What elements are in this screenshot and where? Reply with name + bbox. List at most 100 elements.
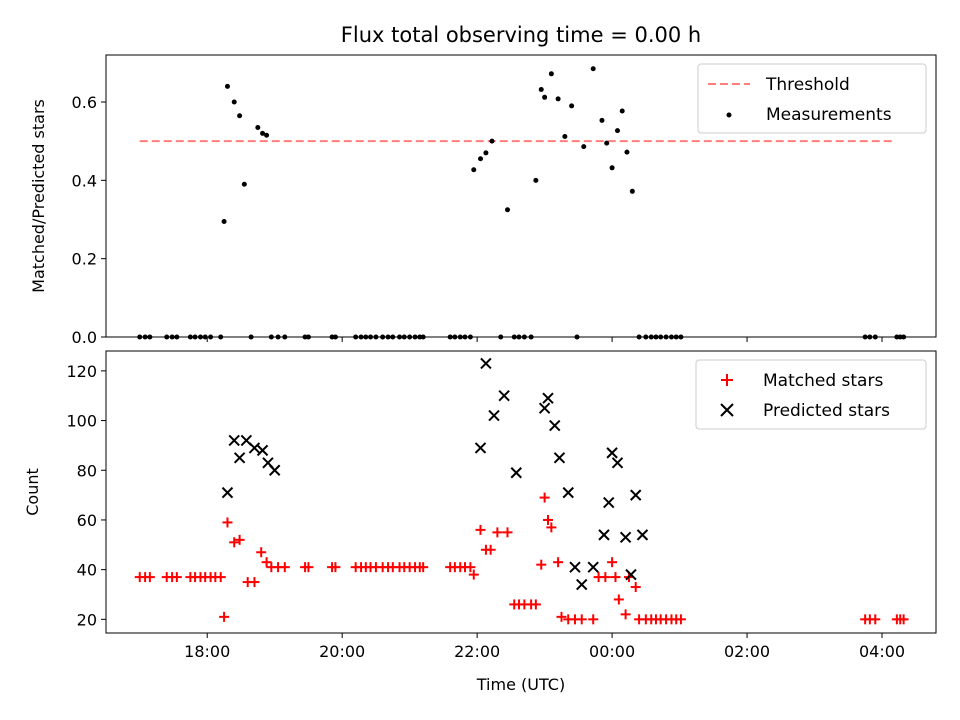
count-legend: Matched stars Predicted stars (695, 359, 927, 430)
predicted-stars-point-b (606, 447, 618, 459)
predicted-stars-point (498, 390, 510, 402)
matched-stars-point (279, 562, 290, 573)
predicted-stars-point (636, 529, 649, 541)
matched-stars-point (418, 562, 429, 573)
ratio-legend-box (697, 63, 927, 134)
predicted-stars-point (603, 496, 615, 509)
predicted-stars-point (630, 489, 642, 501)
y-tick-label: 0.6 (72, 93, 97, 112)
predicted-stars-point-b (498, 390, 510, 402)
predicted-stars-point-b (598, 529, 610, 541)
predicted-stars-point-b (553, 452, 566, 464)
predicted-stars-point-b (248, 442, 261, 454)
legend-measurements-label: Measurements (766, 105, 892, 125)
measurement-point (483, 150, 489, 156)
matched-stars-point (613, 594, 624, 605)
predicted-stars-point-b (268, 464, 281, 476)
measurement-point (260, 130, 266, 136)
predicted-stars-point-b (262, 457, 274, 469)
count-plot-area (134, 357, 909, 625)
matched-stars-point (530, 599, 541, 610)
x-tick-label: 20:00 (319, 642, 365, 661)
measurement-point (224, 83, 230, 89)
predicted-stars-point-b (625, 568, 637, 581)
y-tick-label: 0.4 (72, 171, 97, 190)
predicted-stars-point (542, 392, 554, 404)
measurement-point (614, 128, 620, 134)
matched-stars-point (485, 544, 496, 555)
predicted-stars-point-b (562, 486, 574, 499)
legend-measurements-swatch (726, 112, 732, 118)
matched-stars-point (229, 537, 240, 548)
matched-stars-point (675, 614, 686, 625)
predicted-stars-point-b (488, 409, 500, 422)
predicted-stars-point (587, 561, 599, 573)
measurement-point (548, 71, 554, 77)
count-x-axis: 18:00 20:00 22:00 00:00 02:00 04:00 (184, 633, 905, 661)
y-tick-label: 80 (77, 461, 97, 480)
legend-threshold-label: Threshold (765, 75, 850, 95)
predicted-stars-point (488, 409, 500, 422)
matched-stars-point (303, 562, 314, 573)
predicted-stars-point (221, 486, 234, 499)
matched-stars-point (249, 577, 260, 588)
measurement-point (471, 167, 477, 173)
measurement-point (478, 156, 484, 162)
measurement-point (581, 144, 587, 150)
ratio-legend: Threshold Measurements (697, 63, 927, 134)
matched-stars-point (898, 614, 909, 625)
predicted-stars-point (549, 419, 561, 432)
matched-stars-point (539, 492, 550, 503)
legend-matched-swatch (721, 374, 733, 386)
predicted-stars-point (480, 357, 492, 370)
chart-title: Flux total observing time = 0.00 h (341, 23, 701, 47)
predicted-stars-point (256, 444, 269, 457)
predicted-stars-point-b (630, 489, 642, 501)
matched-stars-point (588, 614, 599, 625)
predicted-stars-point-b (587, 561, 599, 573)
matched-stars-point (546, 522, 557, 533)
matched-stars-point (556, 611, 567, 622)
predicted-stars-point-b (542, 392, 554, 404)
count-legend-box (695, 359, 927, 430)
matched-stars-point (261, 557, 272, 568)
predicted-stars-point-b (474, 442, 487, 454)
predicted-stars-point-b (221, 486, 234, 499)
ratio-axes-frame (105, 54, 937, 338)
x-tick-label: 22:00 (454, 642, 500, 661)
matched-stars-point (542, 514, 553, 525)
predicted-stars-point-b (228, 434, 240, 447)
predicted-stars-point (598, 529, 610, 541)
measurement-point (255, 124, 261, 130)
matched-stars-point (870, 614, 881, 625)
y-tick-label: 0.0 (72, 328, 97, 347)
predicted-stars-point (474, 442, 487, 454)
x-tick-label: 04:00 (859, 642, 905, 661)
predicted-stars-point-b (619, 531, 632, 544)
ratio-y-axis: 0.0 0.2 0.4 0.6 (72, 93, 106, 347)
matched-stars-point (234, 534, 245, 545)
measurement-point (609, 165, 615, 171)
y-tick-label: 60 (77, 511, 97, 530)
measurement-point (231, 99, 237, 105)
matched-stars-point (576, 614, 587, 625)
matched-stars-point (630, 582, 641, 593)
measurement-point (619, 108, 625, 114)
y-tick-label: 40 (77, 561, 97, 580)
y-tick-label: 20 (77, 610, 97, 629)
predicted-stars-point (538, 402, 551, 414)
matched-stars-point (600, 572, 611, 583)
y-tick-label: 120 (66, 362, 97, 381)
measurement-point (569, 103, 575, 109)
count-y-axis-label: Count (23, 468, 42, 516)
matched-stars-point (492, 527, 503, 538)
ratio-x-axis (206, 337, 883, 342)
matched-stars-point (502, 527, 513, 538)
measurement-point (604, 140, 610, 146)
count-axes-frame (105, 350, 937, 634)
predicted-stars-point (248, 442, 261, 454)
matched-stars-point (475, 524, 486, 535)
matched-stars-point (607, 557, 618, 568)
legend-matched-label: Matched stars (763, 371, 883, 391)
